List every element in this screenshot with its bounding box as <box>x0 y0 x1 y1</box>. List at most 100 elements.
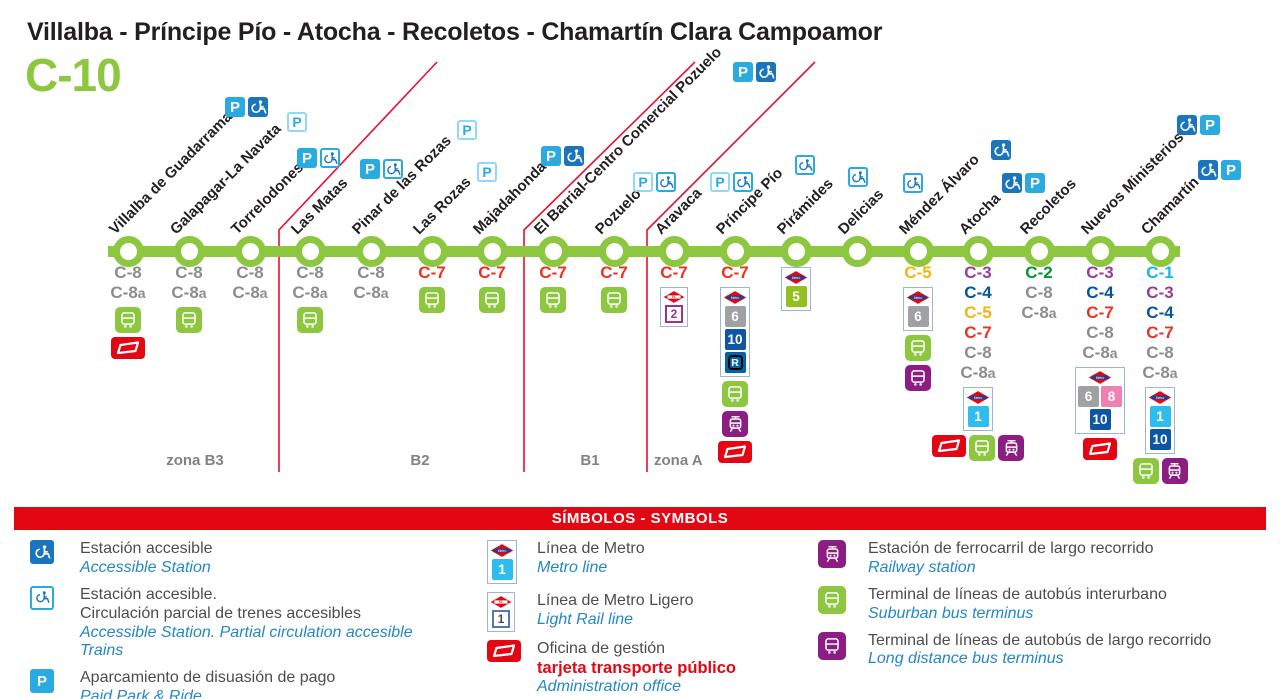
route-line-c10 <box>108 246 1180 257</box>
cercanias-line-label: C-8 <box>296 263 324 282</box>
station-connections: C-8 C-8a <box>263 263 357 333</box>
legend-label-es: Aparcamiento de disuasión de pago <box>80 669 336 687</box>
station-dot <box>235 236 266 267</box>
cercanias-line-label: C-7 <box>539 263 567 282</box>
station-dot <box>1145 236 1176 267</box>
suburban-bus-icon <box>540 287 566 313</box>
legend-item: Metro 1 Línea de Metro Metro line <box>487 540 817 584</box>
cercanias-line-label: C-8a <box>1082 343 1118 362</box>
zone-label-a: zona A <box>654 452 703 469</box>
station-service-icons: P <box>1198 160 1241 180</box>
station-connections: C-7 <box>506 263 600 313</box>
station-dot <box>356 236 387 267</box>
suburban-bus-icon <box>969 435 995 461</box>
accessible-station-icon <box>30 540 54 564</box>
accessible-station-icon <box>248 97 268 117</box>
railway-station-icon <box>998 435 1024 461</box>
cercanias-line-label: C-7 <box>660 263 688 282</box>
legend-item-text: Estación accesible. Circulación parcial d… <box>80 586 460 662</box>
legend-column-rail-bus: Estación de ferrocarril de largo recorri… <box>818 540 1278 677</box>
station-connections: C-1 C-3 C-4 C-7 C-8 C-8a Metro 1 10 <box>1113 263 1207 484</box>
metro-connection-box: Metro 1 <box>963 387 993 431</box>
station-connections: C-8 C-8a <box>203 263 297 303</box>
legend-label-en: Administration office <box>537 678 682 696</box>
station-service-icons: P <box>360 159 403 179</box>
metro-logo-icon: Metro <box>723 291 747 304</box>
cercanias-line-label: C-7 <box>418 263 446 282</box>
legend-item-text: Terminal de líneas de autobús de largo r… <box>868 632 1211 670</box>
station-dot <box>1024 236 1055 267</box>
svg-text:Metro: Metro <box>974 396 983 400</box>
station-dot <box>903 236 934 267</box>
station-connections: C-8 C-8a <box>81 263 175 359</box>
railway-station-icon <box>818 540 846 568</box>
station-connections: C-7 Metro 6 10 R <box>688 263 782 463</box>
suburban-bus-icon <box>722 381 748 407</box>
svg-text:ML: ML <box>499 600 504 604</box>
station-dot <box>599 236 630 267</box>
legend-label-en: Accessible Station. Partial circulation … <box>80 623 413 660</box>
cercanias-line-label: C-7 <box>1146 323 1174 342</box>
zone-boundary-lines <box>278 61 816 472</box>
metro-line-R-icon: R <box>724 352 746 373</box>
suburban-bus-icon <box>297 307 323 333</box>
suburban-bus-icon <box>176 307 202 333</box>
cercanias-line-label: C-8a <box>353 283 389 302</box>
partially-accessible-station-icon <box>30 585 54 610</box>
light-rail-line-icon: 1 <box>492 610 510 628</box>
cercanias-line-label: C-7 <box>721 263 749 282</box>
metro-line-1-icon: 1 <box>1149 406 1171 427</box>
suburban-bus-icon <box>115 307 141 333</box>
zone-label-b1: B1 <box>580 452 600 469</box>
station-service-icons: P <box>297 148 340 168</box>
transport-card-office-icon <box>718 441 752 463</box>
metro-ligero-line-2-icon: 2 <box>665 305 683 323</box>
line-badge-c10: C-10 <box>25 49 122 101</box>
legend-item: Estación accesible Accessible Station <box>30 540 460 578</box>
suburban-bus-icon <box>1132 458 1159 484</box>
station-dot <box>1085 236 1116 267</box>
metro-connection-box: Metro 5 <box>781 267 811 311</box>
cercanias-line-label: C-2 <box>1025 263 1053 282</box>
partially-accessible-station-icon <box>656 172 676 192</box>
metro-logo-icon: Metro <box>1088 371 1112 384</box>
metro-line-10-icon: 10 <box>1089 409 1111 430</box>
cercanias-line-label: C-7 <box>600 263 628 282</box>
station-connections: C-7 <box>385 263 479 313</box>
station-service-icons: P <box>541 146 584 166</box>
legend-column-accessibility-parking: Estación accesible Accessible Station Es… <box>30 540 460 699</box>
long-distance-bus-icon <box>905 365 931 391</box>
cercanias-line-label: C-7 <box>478 263 506 282</box>
station-connections: Metro 5 <box>749 263 843 311</box>
page-title: Villalba - Príncipe Pío - Atocha - Recol… <box>27 18 883 46</box>
suburban-bus-icon <box>905 335 931 361</box>
zone-label-b2: B2 <box>410 452 430 469</box>
station-dot <box>659 236 690 267</box>
cercanias-line-label: C-8 <box>114 263 142 282</box>
accessible-station-icon <box>1198 160 1218 180</box>
paid-parking-icon: P <box>30 669 54 694</box>
svg-text:Metro: Metro <box>914 296 923 300</box>
station-service-icons: P <box>457 120 477 140</box>
accessible-station-icon <box>1002 173 1022 193</box>
station-service-icons <box>848 167 868 187</box>
metro-connection-box: Metro 6 10 R <box>720 287 750 377</box>
free-parking-icon: P <box>287 112 307 132</box>
metro-line-6-icon: 6 <box>724 306 746 327</box>
station-connections: C-2 C-8 C-8a <box>992 263 1086 323</box>
station-connections: C-5 Metro 6 <box>871 263 965 391</box>
route-map: Villalba de Guadarrama P C-8 C-8a Galapaga… <box>81 44 1241 484</box>
station-connections: C-7 <box>445 263 539 313</box>
cercanias-line-label: C-4 <box>1086 283 1114 302</box>
station-dot <box>174 236 205 267</box>
partially-accessible-station-icon <box>848 167 868 187</box>
legend-label-es: Estación accesible. <box>80 585 217 603</box>
legend-label-es: Estación accesible <box>80 540 213 557</box>
paid-parking-icon: P <box>1221 160 1241 180</box>
station-service-icons: P <box>710 172 753 192</box>
accessible-station-icon <box>564 146 584 166</box>
cercanias-line-label: C-5 <box>964 303 992 322</box>
station-service-icons <box>795 155 815 175</box>
legend-item: Terminal de líneas de autobús interurban… <box>818 585 1278 624</box>
